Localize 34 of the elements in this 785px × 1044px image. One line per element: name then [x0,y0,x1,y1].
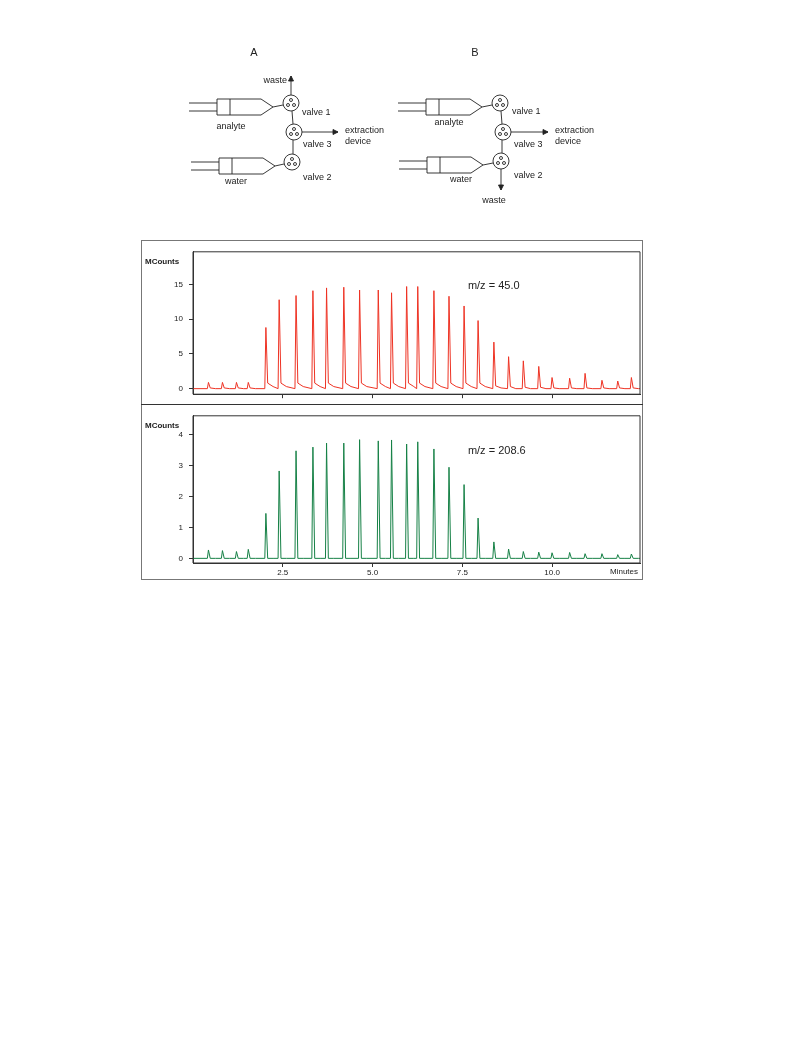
y-axis-title: MCounts [145,421,180,430]
x-tick-label: 2.5 [277,568,289,577]
x-tick-label: 7.5 [456,568,469,577]
y-tick-label: 4 [178,429,184,439]
annotation: m/z = 45.0 [467,279,520,292]
text: waste [482,194,506,206]
text: analyte [434,116,464,128]
text: valve 3 [303,138,332,150]
annotation: m/z = 208.6 [467,444,526,457]
text: valve 3 [514,138,543,150]
y-tick-label: 3 [178,460,184,470]
text: valve 2 [303,171,332,183]
y-tick-label: 10 [174,314,184,324]
x-tick-label: 5.0 [366,568,379,577]
text: valve 2 [514,169,543,181]
text: water [449,173,473,185]
x-axis-title: Minutes [609,567,638,577]
y-tick-label: 2 [178,491,184,501]
text: extraction device [345,125,386,147]
text: analyte [216,120,246,132]
x-tick-label: 10.0 [544,568,561,577]
y-tick-label: 0 [178,553,184,563]
y-tick-label: 0 [178,383,184,393]
text: A [250,45,258,58]
text: B [471,45,479,58]
text: waste [263,74,287,86]
text: water [224,175,248,187]
text: valve 1 [302,106,331,118]
text: valve 1 [512,105,541,117]
y-axis-title: MCounts [145,257,180,266]
y-tick-label: 1 [178,522,184,532]
text: extraction device [555,125,596,147]
y-tick-label: 5 [178,349,184,359]
y-tick-label: 15 [174,279,184,289]
